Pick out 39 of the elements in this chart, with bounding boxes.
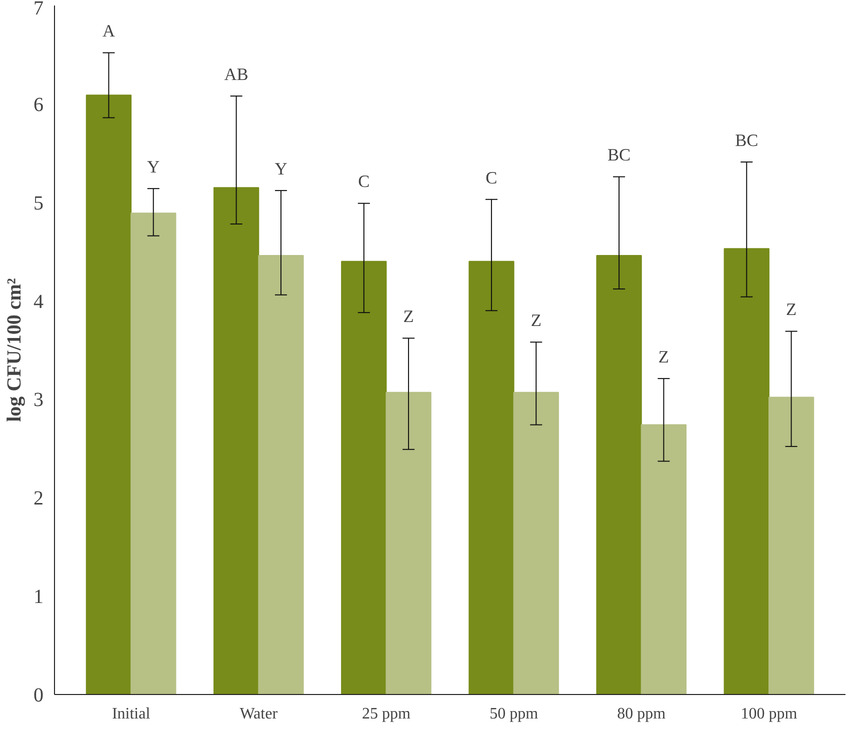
annotation: A [102,22,116,41]
annotation: Z [530,310,542,330]
annotation: AB [224,64,248,84]
bar [258,255,304,694]
bar [596,255,642,694]
y-tick-label: 5 [34,192,44,214]
x-tick-label: 100 ppm [740,706,798,722]
bar [768,396,814,694]
y-axis-title: log CFU/100 cm² [4,278,26,422]
x-tick-label: 80 ppm [617,706,666,722]
y-tick-label: 3 [34,389,44,412]
bar [513,392,559,694]
bar [341,260,387,694]
y-tick-label: 2 [34,488,44,510]
annotation: Z [658,347,669,366]
x-tick-label: 25 ppm [362,706,411,722]
annotation: C [486,168,498,188]
x-tick-label: 50 ppm [490,706,539,722]
annotation: BC [735,130,758,150]
annotation: Z [786,300,797,320]
bar [213,187,260,694]
annotation: Z [403,307,414,326]
bar [130,212,176,694]
y-tick-label: 1 [34,586,44,608]
y-tick-label: 7 [34,0,44,20]
annotation: C [358,172,370,192]
bar [640,424,687,694]
annotation: Y [274,159,288,178]
x-tick-label: Water [240,706,278,722]
annotation: BC [607,146,631,165]
bar [468,260,514,694]
annotation: Y [147,157,160,176]
y-tick-label: 0 [34,684,44,706]
x-tick-label: Initial [112,706,151,722]
y-tick-label: 6 [34,94,44,116]
bar [86,94,132,694]
y-tick-label: 4 [34,290,44,313]
bar [724,248,770,694]
bar [386,392,432,694]
